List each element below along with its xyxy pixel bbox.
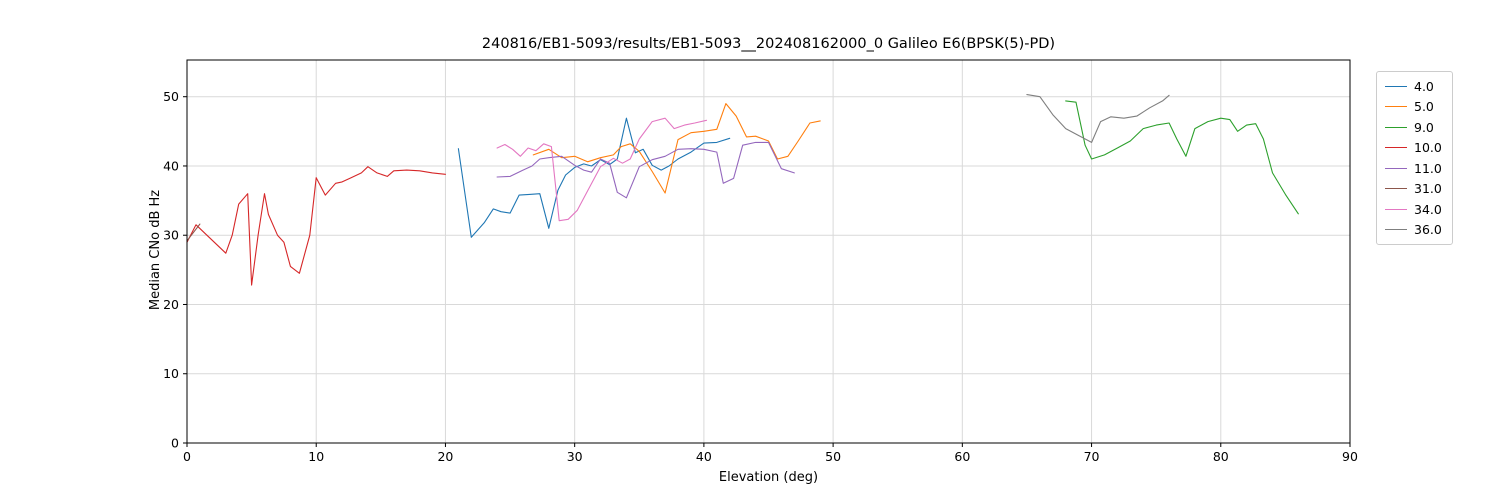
series-line-9.0 — [1065, 100, 1299, 215]
y-tick-label: 30 — [163, 228, 179, 243]
y-tick-label: 20 — [163, 297, 179, 312]
legend-item-5.0: 5.0 — [1385, 99, 1442, 116]
series-line-34.0 — [496, 117, 708, 222]
x-tick-label: 0 — [183, 449, 191, 464]
legend-line-sample — [1385, 126, 1407, 128]
series-line-5.0 — [532, 103, 821, 194]
legend-line-sample — [1385, 106, 1407, 108]
legend-line-sample — [1385, 85, 1407, 87]
legend-line-sample — [1385, 208, 1407, 210]
x-axis-label: Elevation (deg) — [718, 470, 819, 485]
legend-line-sample — [1385, 188, 1407, 190]
legend-label: 34.0 — [1414, 201, 1442, 217]
legend-item-36.0: 36.0 — [1385, 222, 1442, 239]
legend-label: 36.0 — [1414, 222, 1442, 238]
legend-line-sample — [1385, 229, 1407, 231]
legend-label: 10.0 — [1414, 140, 1442, 156]
y-tick-label: 40 — [163, 158, 179, 173]
x-tick-label: 30 — [567, 449, 583, 464]
chart-title: 240816/EB1-5093/results/EB1-5093__202408… — [481, 36, 1056, 52]
legend: 4.0 5.0 9.0 10.0 11.0 31.0 34.0 36.0 — [1376, 71, 1453, 245]
x-tick-label: 20 — [437, 449, 453, 464]
plot-frame — [186, 59, 1351, 444]
x-tick-label: 60 — [954, 449, 970, 464]
legend-item-34.0: 34.0 — [1385, 201, 1442, 218]
legend-label: 5.0 — [1414, 99, 1434, 115]
legend-label: 11.0 — [1414, 160, 1442, 176]
series-line-36.0 — [1026, 94, 1170, 143]
y-tick-label: 10 — [163, 366, 179, 381]
series-line-11.0 — [496, 141, 795, 199]
x-tick-label: 50 — [825, 449, 841, 464]
legend-label: 4.0 — [1414, 78, 1434, 94]
legend-label: 31.0 — [1414, 181, 1442, 197]
legend-item-31.0: 31.0 — [1385, 181, 1442, 198]
legend-item-4.0: 4.0 — [1385, 78, 1442, 95]
series-line-31.0 — [186, 223, 201, 242]
legend-item-10.0: 10.0 — [1385, 140, 1442, 157]
x-tick-label: 90 — [1342, 449, 1358, 464]
y-tick-label: 50 — [163, 89, 179, 104]
legend-item-9.0: 9.0 — [1385, 119, 1442, 136]
legend-item-11.0: 11.0 — [1385, 160, 1442, 177]
x-tick-label: 80 — [1213, 449, 1229, 464]
y-tick-label: 0 — [171, 436, 179, 451]
x-tick-label: 70 — [1084, 449, 1100, 464]
x-tick-label: 40 — [696, 449, 712, 464]
legend-line-sample — [1385, 147, 1407, 149]
x-tick-label: 10 — [308, 449, 324, 464]
legend-label: 9.0 — [1414, 119, 1434, 135]
legend-line-sample — [1385, 167, 1407, 169]
series-line-10.0 — [186, 166, 446, 286]
